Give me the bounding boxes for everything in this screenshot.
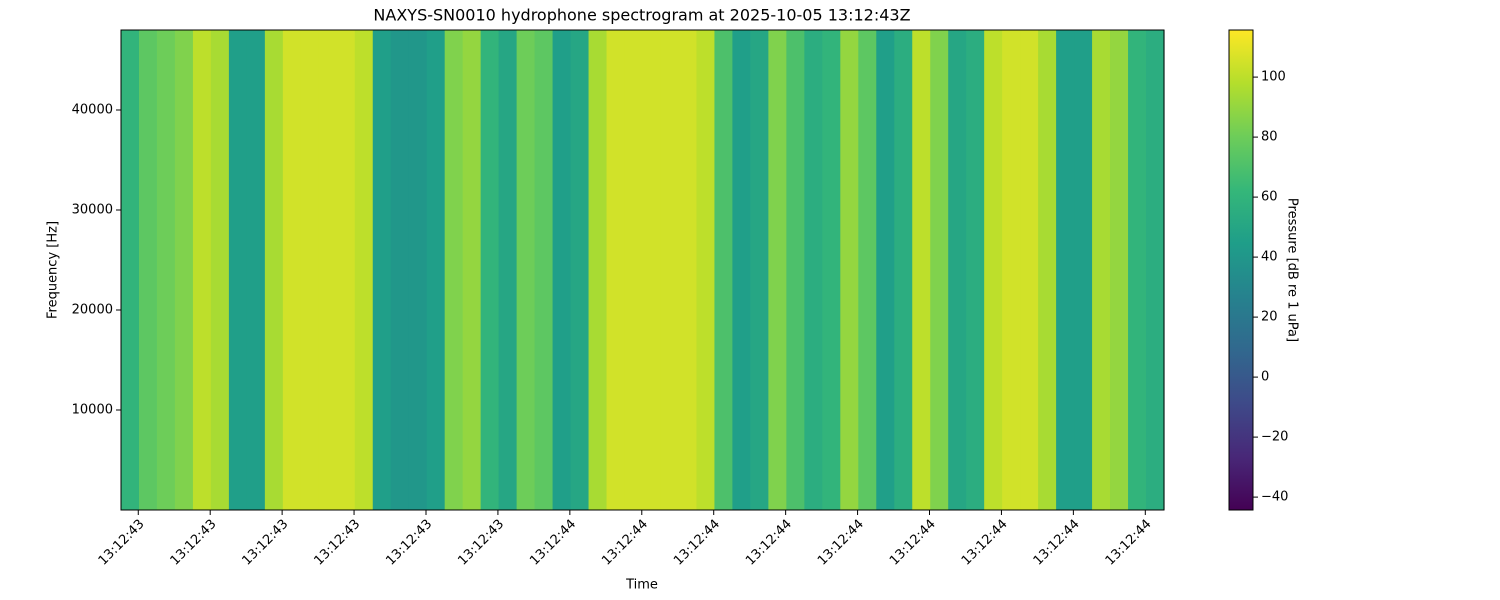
colorbar-tick-label: 20 xyxy=(1261,310,1278,325)
heatmap xyxy=(121,30,1165,510)
spectrogram-column xyxy=(804,30,823,510)
spectrogram-column xyxy=(732,30,751,510)
spectrogram-column xyxy=(534,30,554,510)
x-tick-label: 13:12:43 xyxy=(383,517,435,569)
spectrogram-column xyxy=(1002,30,1021,510)
spectrogram-column xyxy=(840,30,859,510)
spectrogram-column xyxy=(768,30,787,510)
colorbar-tick-label: −20 xyxy=(1261,430,1288,445)
spectrogram-column xyxy=(930,30,949,510)
spectrogram-column xyxy=(678,30,698,510)
spectrogram-column xyxy=(264,30,284,510)
spectrogram-column xyxy=(894,30,913,510)
spectrogram-column xyxy=(966,30,985,510)
spectrogram-column xyxy=(318,30,338,510)
spectrogram-column xyxy=(174,30,194,510)
x-tick-label: 13:12:44 xyxy=(599,517,651,569)
y-axis-label: Frequency [Hz] xyxy=(46,221,61,319)
x-tick-label: 13:12:44 xyxy=(1031,517,1083,569)
spectrogram-column xyxy=(552,30,572,510)
spectrogram-column xyxy=(912,30,931,510)
x-tick-label: 13:12:44 xyxy=(959,517,1011,569)
spectrogram-column xyxy=(336,30,356,510)
spectrogram-column xyxy=(480,30,500,510)
chart-title: NAXYS-SN0010 hydrophone spectrogram at 2… xyxy=(373,6,910,25)
spectrogram-column xyxy=(156,30,176,510)
x-tick-label: 13:12:43 xyxy=(168,517,220,569)
x-tick-label: 13:12:43 xyxy=(96,517,148,569)
colorbar-tick-label: 80 xyxy=(1261,130,1278,145)
spectrogram-column xyxy=(192,30,212,510)
spectrogram-column xyxy=(1074,30,1093,510)
spectrogram-column xyxy=(1110,30,1129,510)
spectrogram-column xyxy=(696,30,716,510)
x-tick-label: 13:12:43 xyxy=(455,517,507,569)
x-tick-label: 13:12:43 xyxy=(311,517,363,569)
spectrogram-column xyxy=(660,30,680,510)
spectrogram-column xyxy=(750,30,769,510)
spectrogram-column xyxy=(1056,30,1075,510)
y-tick-label: 30000 xyxy=(72,203,113,218)
spectrogram-column xyxy=(606,30,626,510)
y-tick-label: 10000 xyxy=(72,403,113,418)
spectrogram-column xyxy=(354,30,374,510)
spectrogram-column xyxy=(210,30,230,510)
spectrogram-column xyxy=(786,30,805,510)
colorbar xyxy=(1228,29,1254,511)
spectrogram-column xyxy=(462,30,482,510)
x-axis-label: Time xyxy=(625,578,658,593)
colorbar-tick-label: −40 xyxy=(1261,490,1288,505)
spectrogram-column xyxy=(408,30,428,510)
spectrogram-column xyxy=(516,30,536,510)
x-tick-label: 13:12:44 xyxy=(1103,517,1155,569)
x-tick-label: 13:12:44 xyxy=(887,517,939,569)
spectrogram-column xyxy=(282,30,302,510)
spectrogram-column xyxy=(1146,30,1165,510)
colorbar-tick-label: 100 xyxy=(1261,70,1286,85)
spectrogram-column xyxy=(984,30,1003,510)
spectrogram-column xyxy=(1038,30,1057,510)
colorbar-tick-label: 40 xyxy=(1261,250,1278,265)
spectrogram-column xyxy=(1092,30,1111,510)
spectrogram-column xyxy=(444,30,464,510)
spectrogram-column xyxy=(948,30,967,510)
spectrogram-column xyxy=(498,30,518,510)
spectrogram-column xyxy=(642,30,662,510)
x-tick-label: 13:12:44 xyxy=(743,517,795,569)
spectrogram-column xyxy=(822,30,841,510)
spectrogram-column xyxy=(372,30,392,510)
x-tick-label: 13:12:44 xyxy=(527,517,579,569)
spectrogram-column xyxy=(228,30,248,510)
spectrogram-column xyxy=(390,30,410,510)
spectrogram-column xyxy=(588,30,608,510)
x-tick-label: 13:12:44 xyxy=(815,517,867,569)
spectrogram-column xyxy=(121,30,140,510)
spectrogram-column xyxy=(876,30,895,510)
spectrogram-column xyxy=(1128,30,1147,510)
spectrogram-column xyxy=(138,30,158,510)
x-tick-label: 13:12:44 xyxy=(671,517,723,569)
colorbar-tick-label: 0 xyxy=(1261,370,1269,385)
spectrogram-column xyxy=(426,30,446,510)
colorbar-tick-label: 60 xyxy=(1261,190,1278,205)
spectrogram-column xyxy=(570,30,590,510)
spectrogram-column xyxy=(1020,30,1039,510)
y-tick-label: 20000 xyxy=(72,303,113,318)
spectrogram-column xyxy=(624,30,644,510)
spectrogram-column xyxy=(300,30,320,510)
x-tick-label: 13:12:43 xyxy=(240,517,292,569)
spectrogram-column xyxy=(246,30,266,510)
spectrogram-column xyxy=(714,30,734,510)
plot-frame xyxy=(120,29,1165,511)
colorbar-label: Pressure [dB re 1 uPa] xyxy=(1285,198,1300,342)
y-tick-label: 40000 xyxy=(72,103,113,118)
spectrogram-column xyxy=(858,30,877,510)
